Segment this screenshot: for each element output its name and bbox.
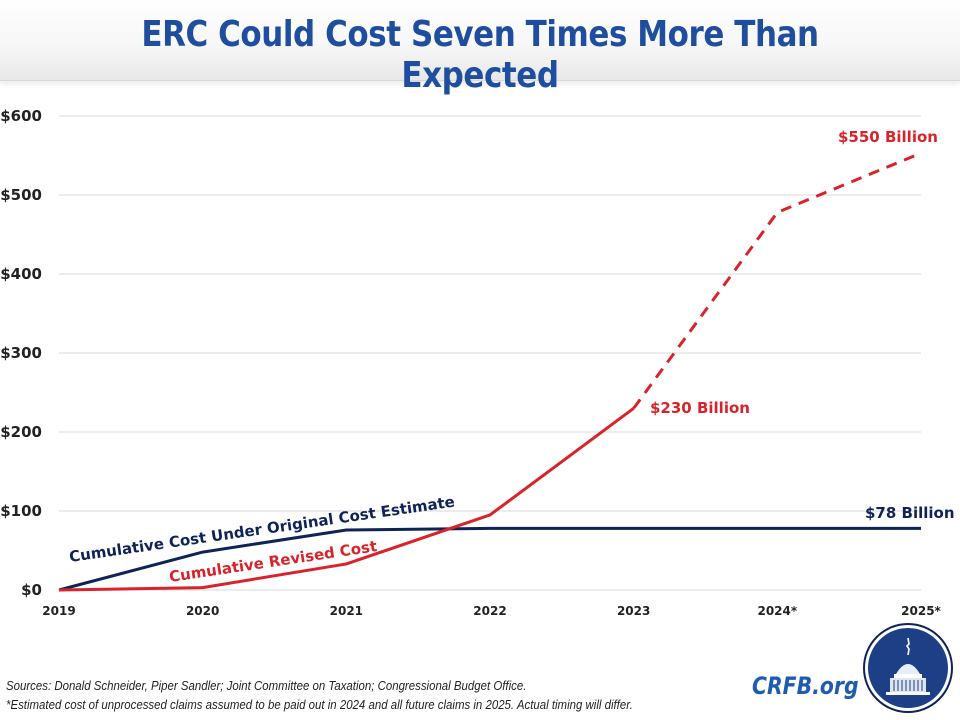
x-tick-label: 2022 <box>473 604 506 618</box>
series-line-original <box>58 526 921 592</box>
gridlines <box>59 115 921 591</box>
x-tick-label: 2020 <box>186 604 219 618</box>
x-tick-label: 2021 <box>330 604 363 618</box>
y-tick-label: $100 <box>0 502 42 520</box>
series-labels: Cumulative Cost Under Original Cost Esti… <box>68 128 955 586</box>
y-tick-label: $0 <box>21 581 42 599</box>
x-axis-ticks: 2019 2020 2021 2022 2023 2024* 2025* <box>42 604 941 618</box>
x-tick-label: 2019 <box>42 604 75 618</box>
header-bar: ERC Could Cost Seven Times More Than Exp… <box>0 0 960 96</box>
y-tick-label: $300 <box>0 344 42 362</box>
series-lines <box>58 151 922 592</box>
x-tick-label: 2023 <box>617 604 650 618</box>
y-tick-label: $200 <box>0 423 42 441</box>
end-label-78-billion: $78 Billion <box>865 504 955 522</box>
x-tick-label: 2025* <box>901 604 941 618</box>
y-tick-label: $600 <box>0 107 42 125</box>
annotation-550-billion: $550 Billion <box>838 128 938 146</box>
y-tick-label: $400 <box>0 265 42 283</box>
capitol-dome-logo-icon <box>863 623 953 713</box>
series-line-revised-dashed <box>632 151 922 410</box>
sources-note: Sources: Donald Schneider, Piper Sandler… <box>6 678 527 693</box>
chart-title: ERC Could Cost Seven Times More Than Exp… <box>141 14 819 96</box>
y-tick-label: $500 <box>0 186 42 204</box>
crfb-brand-link[interactable]: CRFB.org <box>752 672 859 700</box>
x-tick-label: 2024* <box>757 604 797 618</box>
y-axis-ticks: $0 $100 $200 $300 $400 $500 $600 <box>0 107 42 599</box>
series-line-revised-solid <box>58 407 635 592</box>
timing-footnote: *Estimated cost of unprocessed claims as… <box>6 697 633 712</box>
annotation-230-billion: $230 Billion <box>650 399 750 417</box>
